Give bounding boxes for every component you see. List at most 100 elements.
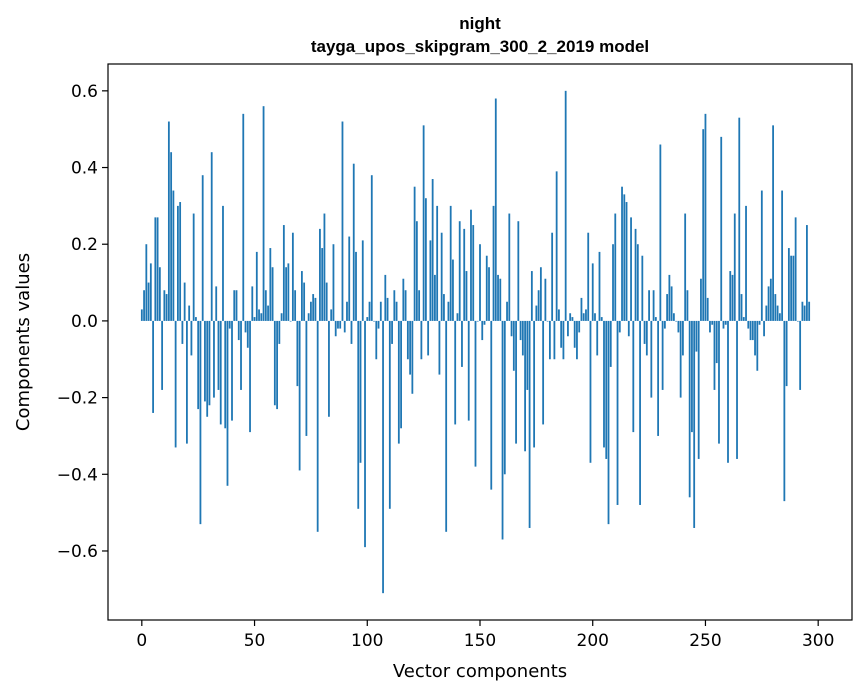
bar-227 [652, 290, 655, 321]
bar-219 [634, 228, 637, 321]
bar-166 [515, 320, 517, 444]
y-axis: −0.6 −0.4 −0.2 0.0 0.2 0.4 0.6 [57, 82, 108, 562]
bar-230 [659, 144, 662, 321]
bar-98 [361, 240, 364, 321]
bar-84 [330, 309, 333, 321]
bar-57 [269, 248, 272, 321]
bar-277 [765, 305, 768, 321]
bar-197 [585, 309, 587, 321]
chart-title: night [459, 14, 501, 33]
bar-10 [163, 290, 166, 321]
bar-25 [197, 320, 200, 410]
y-tick-label: −0.4 [57, 465, 98, 485]
bar-189 [567, 320, 569, 337]
bar-122 [415, 221, 418, 321]
bar-187 [562, 320, 565, 360]
bar-60 [276, 320, 278, 410]
bar-107 [382, 320, 384, 594]
bar-205 [603, 320, 605, 448]
bar-264 [736, 320, 738, 459]
bar-73 [305, 320, 308, 436]
bar-70 [298, 320, 301, 471]
bar-224 [645, 320, 648, 356]
x-tick-label: 0 [136, 631, 147, 651]
bar-124 [420, 320, 423, 360]
y-tick-label: −0.2 [57, 389, 98, 409]
bar-110 [388, 320, 391, 509]
bar-258 [722, 320, 725, 329]
bar-161 [503, 320, 506, 475]
bar-38 [226, 320, 229, 486]
bar-263 [733, 213, 736, 321]
bar-143 [463, 228, 466, 321]
bar-216 [627, 320, 630, 337]
bar-117 [404, 290, 407, 321]
bar-234 [668, 274, 671, 321]
bar-207 [607, 320, 610, 525]
bar-77 [314, 297, 317, 321]
bar-32 [213, 320, 215, 398]
bar-87 [337, 320, 339, 329]
bar-71 [300, 271, 303, 321]
bar-171 [526, 320, 529, 390]
bar-246 [695, 320, 698, 352]
bar-261 [729, 271, 732, 321]
bar-152 [483, 320, 486, 325]
bar-179 [544, 278, 547, 321]
bar-142 [461, 320, 463, 367]
bar-198 [587, 232, 590, 321]
bar-210 [614, 213, 617, 321]
bar-159 [499, 278, 502, 321]
bar-37 [224, 320, 227, 429]
bar-22 [190, 320, 193, 356]
bar-47 [246, 320, 249, 348]
bar-51 [255, 251, 258, 321]
bar-108 [384, 274, 387, 321]
bar-69 [296, 320, 299, 387]
bar-156 [492, 205, 495, 321]
bar-39 [228, 320, 231, 329]
bar-54 [262, 106, 265, 321]
bar-284 [781, 190, 784, 321]
bar-259 [724, 320, 727, 325]
bar-285 [783, 320, 786, 502]
bar-180 [546, 320, 549, 322]
bar-208 [609, 320, 612, 367]
bar-240 [682, 320, 684, 356]
bar-45 [242, 113, 245, 321]
bar-128 [429, 240, 432, 321]
bar-203 [598, 251, 601, 321]
bar-26 [199, 320, 202, 525]
bar-242 [686, 290, 689, 321]
bar-228 [654, 317, 657, 321]
bar-78 [316, 320, 319, 532]
bar-275 [760, 190, 763, 321]
bar-254 [713, 320, 716, 390]
bar-140 [456, 313, 459, 321]
bar-177 [539, 267, 542, 321]
bar-276 [763, 320, 765, 337]
bar-148 [474, 320, 477, 467]
bar-278 [767, 286, 770, 321]
y-tick-label: 0.4 [71, 159, 98, 179]
bar-265 [738, 117, 741, 321]
bar-95 [355, 251, 357, 321]
bar-23 [192, 213, 195, 321]
bar-247 [697, 320, 700, 459]
bar-130 [434, 274, 436, 321]
bar-52 [258, 309, 260, 321]
bar-257 [720, 136, 723, 321]
bar-1 [143, 290, 145, 321]
bar-138 [452, 259, 454, 321]
bar-19 [183, 282, 186, 321]
bar-58 [271, 267, 274, 321]
bar-233 [666, 294, 669, 321]
bar-44 [240, 320, 242, 390]
bar-192 [573, 320, 576, 348]
bar-0 [140, 309, 143, 321]
bar-274 [758, 320, 761, 325]
bar-112 [393, 290, 396, 321]
bar-157 [494, 98, 497, 321]
bar-61 [278, 320, 281, 344]
bar-144 [465, 271, 468, 321]
